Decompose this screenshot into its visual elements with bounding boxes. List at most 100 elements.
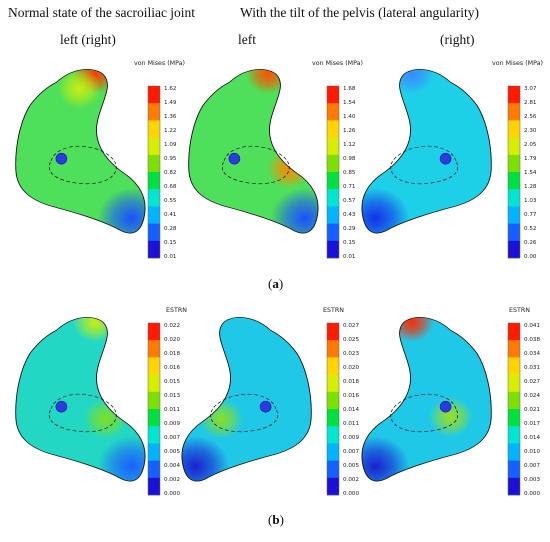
scale-tick-label: 0.15	[343, 240, 356, 246]
colorbar-segment	[148, 477, 160, 496]
bone-outline	[15, 69, 146, 234]
caption-a: (a)	[268, 276, 284, 291]
scale-tick-label: 2.30	[524, 128, 537, 134]
scale-tick-label: 0.022	[164, 323, 180, 329]
stress-spot	[181, 435, 230, 482]
colorbar-segment	[327, 409, 339, 427]
panel-b-right: ESTRN 0.041 0.038 0.034 0.031 0.027 0.024 0.021…	[361, 307, 540, 497]
colorbar-segment	[327, 154, 339, 173]
scale-tick-label: 0.98	[343, 156, 356, 162]
caption-a-letter: a	[272, 276, 279, 291]
colorbar-segment	[327, 172, 339, 190]
colorbar-segment	[327, 340, 339, 358]
scale-tick-label: 0.015	[164, 379, 180, 385]
colorbar-segment	[508, 103, 520, 121]
scale-tick-label: 1.49	[164, 100, 177, 106]
scale-tick-label: 0.016	[343, 393, 359, 399]
colorbar-frame	[507, 85, 521, 259]
colorbar-segment	[508, 240, 520, 259]
colorbar-segment	[148, 137, 160, 156]
scale-tick-label: 1.79	[524, 156, 537, 162]
scale-tick-label: 1.54	[524, 170, 537, 176]
colorbar-segment	[327, 223, 339, 242]
pin-marker	[259, 400, 272, 413]
scale-title: von Mises (MPa)	[492, 60, 543, 67]
scale-tick-label: 1.12	[343, 142, 355, 148]
scale-tick-label: 0.018	[343, 379, 359, 385]
scale-tick-label: 2.81	[524, 100, 537, 106]
panel-a-left: von Mises (MPa) 1.68 1.54 1.40 1.26 1.12 0.98 0…	[188, 60, 363, 260]
scale-tick-label: 0.011	[164, 407, 180, 413]
colorbar-segment	[148, 103, 160, 121]
scale-tick-label: 0.014	[524, 435, 540, 441]
colorbar-segment	[327, 391, 339, 410]
header-normal-state: Normal state of the sacroiliac joint	[8, 5, 196, 20]
contact-region	[221, 145, 290, 185]
bone-outline	[361, 69, 492, 234]
panel-b-left: ESTRN 0.027 0.025 0.023 0.020 0.018 0.016 0.014…	[181, 307, 359, 497]
colorbar-segment	[148, 154, 160, 173]
colorbar-segment	[148, 189, 160, 207]
scale-tick-label: 1.54	[343, 100, 356, 106]
colorbar-segment	[508, 154, 520, 173]
scale-title: von Mises (MPa)	[134, 60, 185, 67]
scale-tick-label: 0.024	[524, 393, 540, 399]
scale-title: ESTRN	[323, 307, 344, 314]
colorbar-frame	[326, 85, 340, 259]
colorbar-segment	[327, 86, 339, 104]
colorbar-segment	[327, 137, 339, 156]
scale-tick-label: 0.68	[164, 184, 177, 190]
colorbar-segment	[327, 323, 339, 341]
colorbar-segment	[327, 460, 339, 479]
colorbar-frame	[326, 322, 340, 496]
contact-region	[48, 393, 117, 433]
scale-tick-label: 0.027	[343, 323, 359, 329]
colorbar-segment	[327, 374, 339, 393]
scale-tick-label: 0.027	[524, 379, 540, 385]
stress-spot	[389, 317, 434, 342]
scale-tick-label: 0.95	[164, 156, 177, 162]
colorbar-segment	[508, 172, 520, 190]
scale-tick-label: 1.68	[343, 86, 356, 92]
scale-tick-label: 1.62	[164, 86, 176, 92]
colorbar-segment	[508, 477, 520, 496]
colorbar-segment	[508, 223, 520, 242]
colorbar-segment	[148, 357, 160, 375]
panel-a-right: von Mises (MPa) 3.07 2.81 2.56 2.30 2.05 1.79 1…	[361, 60, 543, 260]
scale-tick-label: 0.41	[164, 212, 177, 218]
contour-field	[15, 69, 146, 234]
contour-field	[361, 317, 492, 482]
colorbar-segment	[508, 137, 520, 156]
colorbar-segment	[148, 391, 160, 410]
caption-b-letter: b	[272, 512, 280, 527]
scale-tick-label: 1.40	[343, 114, 356, 120]
scale-tick-label: 0.26	[524, 240, 537, 246]
colorbar-segment	[508, 357, 520, 375]
scale-tick-label: 1.22	[164, 128, 176, 134]
stress-spot	[97, 187, 146, 234]
header-left: left	[238, 32, 256, 47]
colorbar-segment	[327, 103, 339, 121]
scale-tick-label: 0.85	[343, 170, 356, 176]
scale-tick-label: 0.007	[343, 449, 359, 455]
colorbar-segment	[148, 460, 160, 479]
scale-tick-label: 0.020	[164, 337, 180, 343]
contour-field	[15, 317, 146, 482]
stress-spot	[97, 435, 146, 482]
contact-region	[390, 145, 459, 185]
colorbar-segment	[508, 426, 520, 444]
colorbar-segment	[327, 189, 339, 207]
scale-tick-label: 0.005	[164, 449, 180, 455]
scale-tick-label: 0.009	[164, 421, 180, 427]
scale-tick-label: 0.010	[524, 449, 540, 455]
colorbar-segment	[148, 223, 160, 242]
scale-tick-label: 0.002	[343, 477, 359, 483]
scale-tick-label: 0.023	[343, 351, 359, 357]
scale-tick-label: 1.26	[343, 128, 356, 134]
colorbar-segment	[508, 340, 520, 358]
header-with-tilt: With the tilt of the pelvis (lateral ang…	[240, 5, 480, 20]
header-right: (right)	[440, 32, 475, 47]
scale-tick-label: 0.77	[524, 212, 537, 218]
colorbar-segment	[508, 443, 520, 461]
